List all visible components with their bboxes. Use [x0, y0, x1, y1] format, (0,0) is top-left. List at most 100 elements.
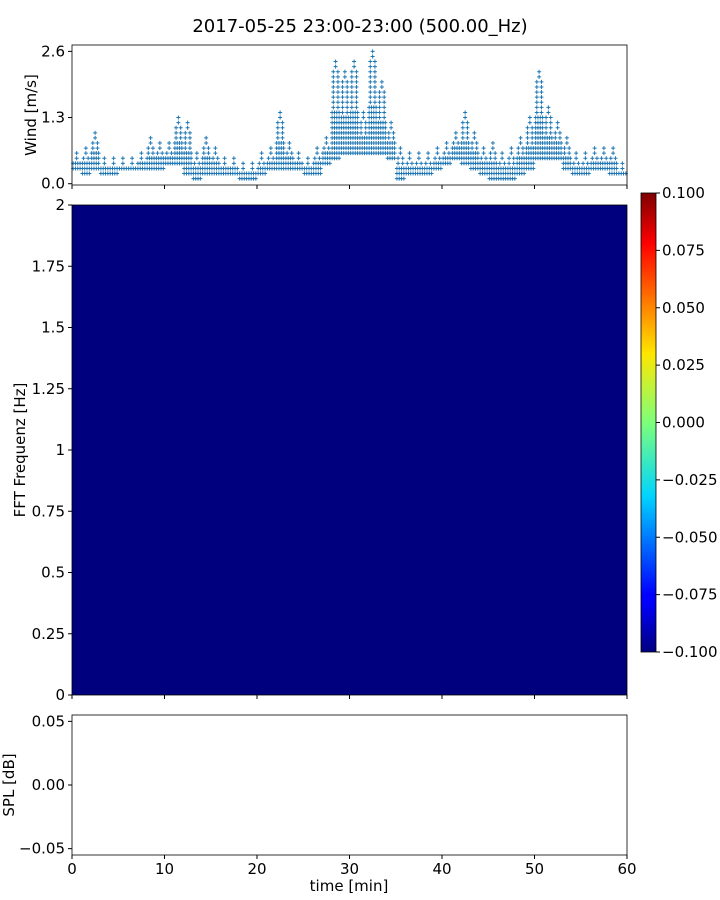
wind-point [355, 115, 360, 120]
wind-point [333, 59, 338, 64]
wind-point [315, 146, 320, 151]
wind-point [120, 156, 125, 161]
wind-point [500, 151, 505, 156]
wind-point [611, 146, 616, 151]
wind-point [183, 130, 188, 135]
wind-point [337, 156, 342, 161]
wind-point [453, 135, 458, 140]
wind-point [161, 166, 166, 171]
colorbar-tick-label: 0.100 [662, 184, 705, 202]
wind-point [130, 161, 135, 166]
wind-point [194, 151, 199, 156]
wind-point [396, 161, 401, 166]
wind-point [278, 115, 283, 120]
wind-point [540, 130, 545, 135]
wind-point [340, 110, 345, 115]
wind-point [490, 141, 495, 145]
wind-point [435, 151, 440, 156]
wind-point [342, 74, 347, 79]
wind-point [398, 151, 403, 156]
wind-point [382, 105, 387, 110]
wind-point [553, 130, 558, 135]
wind-point [426, 151, 431, 156]
wind-point [345, 90, 350, 95]
wind-point [539, 110, 544, 115]
wind-point [174, 130, 179, 135]
wind-point [331, 90, 336, 95]
wind-point [379, 79, 384, 84]
wind-point [463, 115, 468, 120]
wind-point [516, 151, 521, 156]
wind-point [494, 161, 499, 166]
wind-point [416, 151, 421, 156]
wind-point [335, 79, 340, 84]
wind-point [370, 49, 375, 54]
wind-point [456, 141, 461, 145]
wind-point [372, 59, 377, 64]
wind-point [534, 79, 539, 84]
wind-point [611, 151, 616, 156]
wind-point [354, 74, 359, 79]
wind-point [86, 156, 91, 161]
wind-point [368, 74, 373, 79]
wind-point [509, 146, 514, 151]
wind-point [257, 161, 262, 166]
wind-point [516, 146, 521, 151]
wind-point [81, 156, 86, 161]
wind-point [372, 79, 377, 84]
wind-point [187, 146, 192, 151]
wind-point [401, 176, 406, 181]
wind-point [446, 151, 451, 156]
wind-point [183, 135, 188, 140]
wind-point [534, 85, 539, 89]
colorbar-tick-label: 0.075 [662, 241, 705, 259]
wind-point [355, 120, 360, 125]
wind-point [466, 141, 471, 145]
wind-point [160, 151, 165, 156]
wind-point [409, 161, 414, 166]
spectrogram-ylabel: FFT Frequenz [Hz] [11, 383, 29, 518]
wind-point [372, 100, 377, 105]
wind-point [345, 95, 350, 100]
wind-point [250, 166, 255, 171]
wind-point [540, 120, 545, 125]
wind-point [216, 161, 221, 166]
wind-point [148, 141, 153, 145]
wind-point [327, 161, 332, 166]
spl-ytick-label: −0.05 [19, 840, 65, 858]
wind-point [241, 161, 246, 166]
wind-point [340, 95, 345, 100]
colorbar-tick-label: 0.050 [662, 299, 705, 317]
wind-point [372, 74, 377, 79]
wind-point [546, 110, 551, 115]
wind-point [370, 54, 375, 59]
wind-point [614, 161, 619, 166]
wind-point [400, 161, 405, 166]
wind-point [324, 135, 329, 140]
wind-point [352, 64, 357, 69]
wind-point [204, 135, 209, 140]
wind-point [435, 146, 440, 151]
wind-point [281, 146, 286, 151]
wind-point [96, 151, 101, 156]
wind-point [179, 146, 184, 151]
wind-point [130, 156, 135, 161]
wind-point [349, 100, 354, 105]
wind-point [502, 161, 507, 166]
wind-point [377, 95, 382, 100]
wind-point [318, 166, 323, 171]
wind-point [620, 166, 625, 171]
wind-point [539, 95, 544, 100]
wind-point [507, 156, 512, 161]
wind-point [544, 120, 549, 125]
wind-point [361, 115, 366, 120]
wind-point [96, 161, 101, 166]
wind-point [275, 135, 280, 140]
wind-point [83, 151, 88, 156]
wind-point [331, 69, 336, 74]
wind-point [567, 146, 572, 151]
wind-point [331, 95, 336, 100]
wind-point [261, 161, 266, 166]
wind-point [275, 130, 280, 135]
wind-point [601, 151, 606, 156]
